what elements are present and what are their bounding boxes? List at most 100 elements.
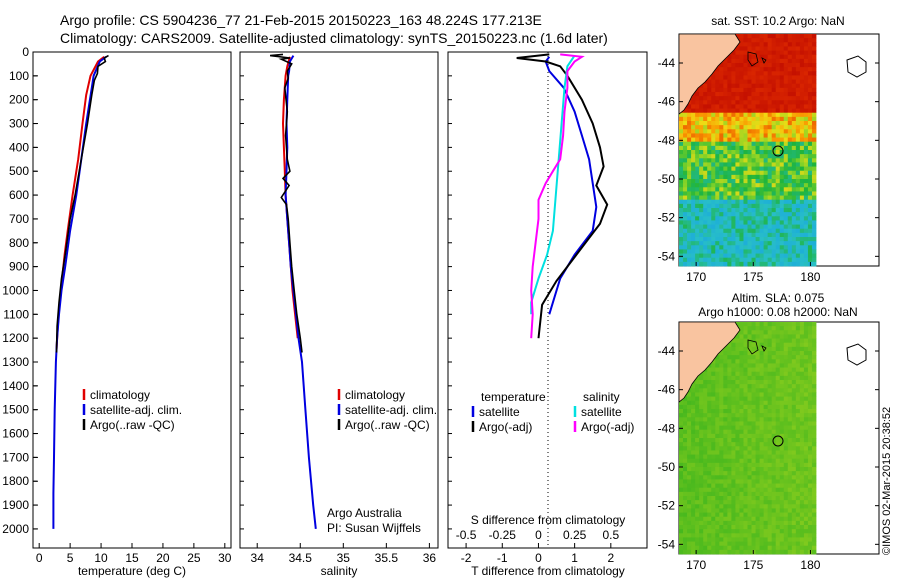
heatmap-cell <box>751 450 756 455</box>
heatmap-cell <box>755 141 760 147</box>
heatmap-cell <box>759 446 765 451</box>
heatmap-cell <box>695 237 700 242</box>
heatmap-cell <box>723 508 728 513</box>
heatmap-cell <box>743 179 748 184</box>
heatmap-cell <box>739 212 744 217</box>
heatmap-cell <box>803 537 809 542</box>
heatmap-cell <box>687 392 692 397</box>
heatmap-cell <box>743 438 748 443</box>
heatmap-cell <box>743 92 748 97</box>
heatmap-cell <box>767 483 773 489</box>
heatmap-cell <box>811 417 817 422</box>
heatmap-cell <box>799 96 805 101</box>
heatmap-cell <box>695 417 700 422</box>
heatmap-cell <box>747 355 752 360</box>
heatmap-cell <box>723 249 728 254</box>
heatmap-cell <box>803 425 809 431</box>
heatmap-cell <box>711 433 716 439</box>
heatmap-cell <box>739 458 744 464</box>
heatmap-cell <box>791 170 797 176</box>
heatmap-cell <box>703 388 708 393</box>
x-tick-label: 20 <box>156 551 170 565</box>
heatmap-cell <box>783 326 789 331</box>
heatmap-cell <box>811 326 817 331</box>
heatmap-cell <box>731 100 736 105</box>
heatmap-cell <box>699 541 704 547</box>
heatmap-cell <box>715 125 720 130</box>
heatmap-cell <box>719 228 724 234</box>
heatmap-cell <box>727 462 732 468</box>
heatmap-cell <box>679 237 684 242</box>
heatmap-cell <box>727 208 732 213</box>
heatmap-cell <box>803 413 809 418</box>
heatmap-cell <box>783 141 789 147</box>
heatmap-cell <box>691 409 696 414</box>
heatmap-cell <box>755 150 760 155</box>
heatmap-cell <box>691 212 696 217</box>
heatmap-cell <box>715 75 720 80</box>
heatmap-cell <box>755 512 760 518</box>
heatmap-cell <box>779 83 785 89</box>
heatmap-cell <box>727 100 732 105</box>
heatmap-cell <box>763 245 769 250</box>
heatmap-cell <box>743 203 748 209</box>
heatmap-cell <box>739 83 744 89</box>
heatmap-cell <box>723 75 728 80</box>
heatmap-cell <box>751 228 756 234</box>
s-difference-tick-label: 0.5 <box>602 528 619 542</box>
heatmap-cell <box>719 154 724 159</box>
heatmap-cell <box>719 195 724 201</box>
heatmap-cell <box>807 208 813 213</box>
heatmap-cell <box>731 446 736 451</box>
heatmap-cell <box>719 187 724 192</box>
heatmap-cell <box>723 504 728 509</box>
heatmap-cell <box>735 516 740 522</box>
heatmap-cell <box>779 46 785 51</box>
heatmap-cell <box>691 179 696 184</box>
heatmap-cell <box>695 141 700 147</box>
depth-tick-label: 1900 <box>2 498 29 512</box>
heatmap-cell <box>735 116 740 122</box>
heatmap-cell <box>743 112 748 118</box>
heatmap-cell <box>803 322 809 327</box>
heatmap-cell <box>775 487 781 493</box>
heatmap-cell <box>755 458 760 464</box>
heatmap-cell <box>683 253 688 259</box>
heatmap-cell <box>751 100 756 105</box>
heatmap-cell <box>683 257 688 263</box>
heatmap-cell <box>691 162 696 167</box>
heatmap-cell <box>755 187 760 192</box>
heatmap-cell <box>679 512 684 518</box>
heatmap-cell <box>711 154 716 159</box>
heatmap-cell <box>715 520 720 526</box>
heatmap-cell <box>803 129 809 134</box>
heatmap-cell <box>771 388 777 393</box>
heatmap-cell <box>711 112 716 118</box>
heatmap-cell <box>787 162 793 167</box>
heatmap-cell <box>735 496 740 501</box>
heatmap-cell <box>727 371 732 377</box>
sst-map-panel: sat. SST: 10.2 Argo: NaN 170 175 180-44-46… <box>658 14 880 284</box>
heatmap-cell <box>787 338 793 344</box>
heatmap-cell <box>691 116 696 122</box>
heatmap-cell <box>687 208 692 213</box>
heatmap-cell <box>755 487 760 493</box>
heatmap-cell <box>763 375 769 381</box>
heatmap-cell <box>767 404 773 410</box>
heatmap-cell <box>707 261 712 267</box>
heatmap-cell <box>743 216 748 221</box>
heatmap-cell <box>727 384 732 389</box>
heatmap-cell <box>779 150 785 155</box>
heatmap-cell <box>775 541 781 547</box>
x-tick-label: 34.5 <box>289 551 313 565</box>
heatmap-cell <box>711 400 716 406</box>
heatmap-cell <box>759 384 765 389</box>
heatmap-cell <box>731 541 736 547</box>
heatmap-cell <box>811 145 817 151</box>
heatmap-cell <box>715 216 720 221</box>
heatmap-cell <box>803 500 809 505</box>
heatmap-cell <box>735 458 740 464</box>
heatmap-cell <box>719 203 724 209</box>
heatmap-cell <box>767 232 773 238</box>
heatmap-cell <box>743 104 748 109</box>
